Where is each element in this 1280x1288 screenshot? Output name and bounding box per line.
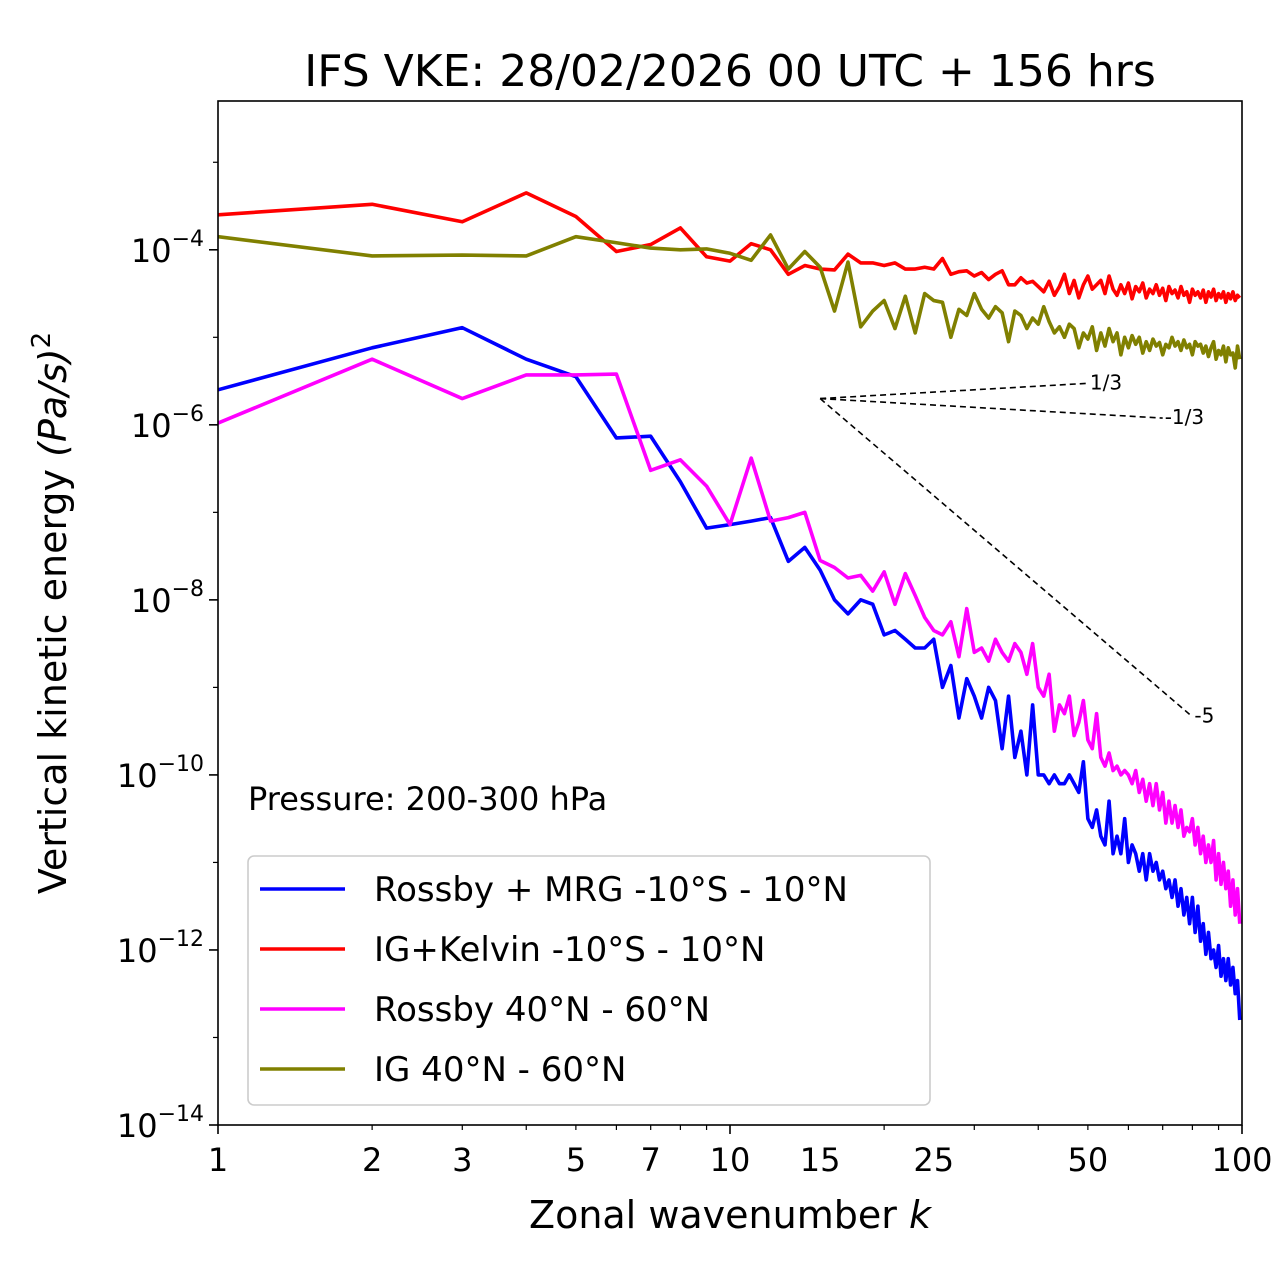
x-tick-label: 50 [1068, 1141, 1109, 1179]
x-tick-label: 10 [710, 1141, 751, 1179]
legend-box [247, 855, 931, 1106]
y-tick-label: 10−14 [117, 1102, 204, 1145]
y-axis-label-units: (Pa/s) [31, 348, 75, 456]
legend-entry-label: Rossby + MRG -10°S - 10°N [374, 870, 848, 910]
reference-slope-label: -5 [1194, 704, 1214, 728]
y-axis-label: Vertical kinetic energy (Pa/s)2 [27, 332, 75, 894]
y-tick-label: 10−12 [117, 927, 204, 970]
reference-slope-line [820, 397, 1163, 419]
reference-slope-label: -1/3 [1165, 405, 1204, 429]
x-axis-label-text: Zonal wavenumber [529, 1193, 897, 1237]
pressure-annotation: Pressure: 200-300 hPa [248, 780, 607, 818]
x-axis-label: Zonal wavenumber k [529, 1193, 933, 1237]
chart-title: IFS VKE: 28/02/2026 00 UTC + 156 hrs [304, 46, 1156, 97]
x-tick-label: 25 [913, 1141, 954, 1179]
series-line [218, 233, 1242, 370]
x-tick-label: 15 [800, 1141, 841, 1179]
y-tick-label: 10−4 [131, 227, 204, 270]
y-tick-label: 10−8 [131, 577, 204, 620]
legend-entry-label: IG 40°N - 60°N [374, 1050, 626, 1090]
series-lines [218, 191, 1242, 1021]
x-axis-tick-labels: 1 2 3 5 7 10 15 25 50 100 [208, 1141, 1273, 1179]
x-axis-label-var: k [909, 1193, 933, 1237]
x-tick-label: 2 [362, 1141, 382, 1179]
x-tick-label: 3 [452, 1141, 472, 1179]
x-tick-label: 100 [1211, 1141, 1272, 1179]
y-axis-tick-labels: 10−4 10−6 10−8 10−10 10−12 10−14 [117, 227, 204, 1145]
series-line [218, 325, 1242, 1021]
y-tick-label: 10−10 [117, 752, 204, 795]
y-tick-label: 10−6 [131, 402, 204, 445]
x-tick-label: 7 [641, 1141, 661, 1179]
x-tick-label: 5 [566, 1141, 586, 1179]
series-line [218, 191, 1242, 305]
plot-area-frame [217, 100, 1243, 1126]
legend-entry-label: IG+Kelvin -10°S - 10°N [374, 930, 765, 970]
y-axis-label-text: Vertical kinetic energy [31, 469, 75, 894]
reference-slope-line [820, 382, 1088, 400]
x-tick-label: 1 [208, 1141, 228, 1179]
legend-entry-label: Rossby 40°N - 60°N [374, 990, 710, 1030]
reference-slope-lines: 1/3 -1/3 -5 [819, 370, 1214, 728]
reference-slope-label: 1/3 [1090, 370, 1122, 394]
reference-slope-line [819, 397, 1193, 718]
y-axis-label-exponent: 2 [27, 332, 57, 349]
axis-ticks [209, 161, 1243, 1134]
series-line [218, 357, 1242, 924]
legend: Rossby + MRG -10°S - 10°N IG+Kelvin -10°S… [247, 855, 931, 1106]
